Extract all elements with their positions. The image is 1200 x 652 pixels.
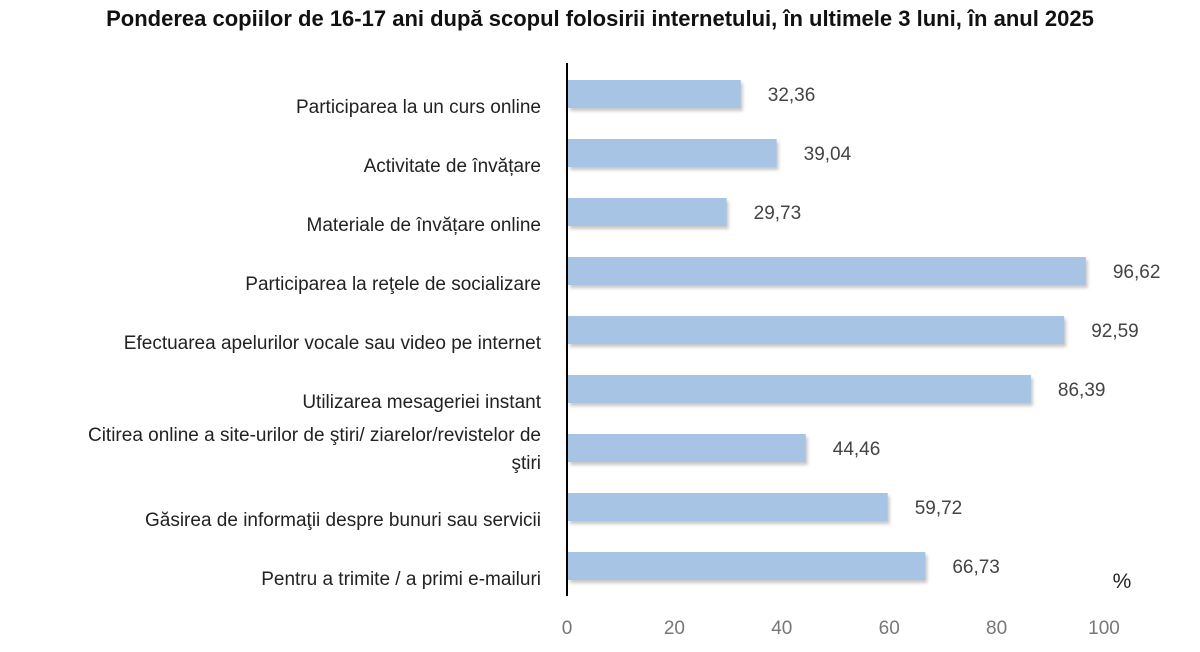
category-label: Utilizarea mesageriei instant — [302, 392, 541, 413]
bar — [568, 434, 806, 462]
chart-title: Ponderea copiilor de 16-17 ani după scop… — [106, 6, 1094, 31]
data-label: 39,04 — [804, 144, 852, 165]
data-label: 44,46 — [833, 439, 881, 460]
bar — [568, 80, 741, 108]
bar — [568, 257, 1086, 285]
x-tick-label: 0 — [562, 618, 573, 639]
bar — [568, 316, 1065, 344]
category-label: Participarea la un curs online — [296, 97, 541, 118]
category-label: Pentru a trimite / a primi e-mailuri — [261, 569, 541, 590]
x-tick-label: 40 — [771, 618, 792, 639]
bar — [568, 493, 888, 521]
data-label: 59,72 — [915, 498, 963, 519]
data-label: 29,73 — [754, 203, 802, 224]
x-tick-label: 60 — [879, 618, 900, 639]
x-tick-label: 100 — [1088, 618, 1120, 639]
data-label: 92,59 — [1091, 321, 1139, 342]
bar — [568, 139, 777, 167]
category-label: Materiale de învățare online — [307, 215, 541, 236]
data-label: 66,73 — [952, 557, 1000, 578]
data-label: 86,39 — [1058, 380, 1106, 401]
category-label: Găsirea de informaţii despre bunuri sau … — [145, 510, 541, 531]
category-label: Efectuarea apelurilor vocale sau video p… — [124, 333, 542, 354]
category-label: Citirea online a site-urilor de ştiri/ z… — [88, 425, 541, 474]
category-label: Activitate de învățare — [364, 156, 541, 177]
category-label: Participarea la reţele de socializare — [245, 274, 541, 295]
x-tick-label: 80 — [986, 618, 1007, 639]
bar — [568, 375, 1031, 403]
bar — [568, 552, 926, 580]
bar — [568, 198, 727, 226]
data-label: 32,36 — [768, 85, 816, 106]
x-tick-label: 20 — [664, 618, 685, 639]
unit-label: % — [1113, 570, 1132, 593]
data-label: 96,62 — [1113, 262, 1161, 283]
